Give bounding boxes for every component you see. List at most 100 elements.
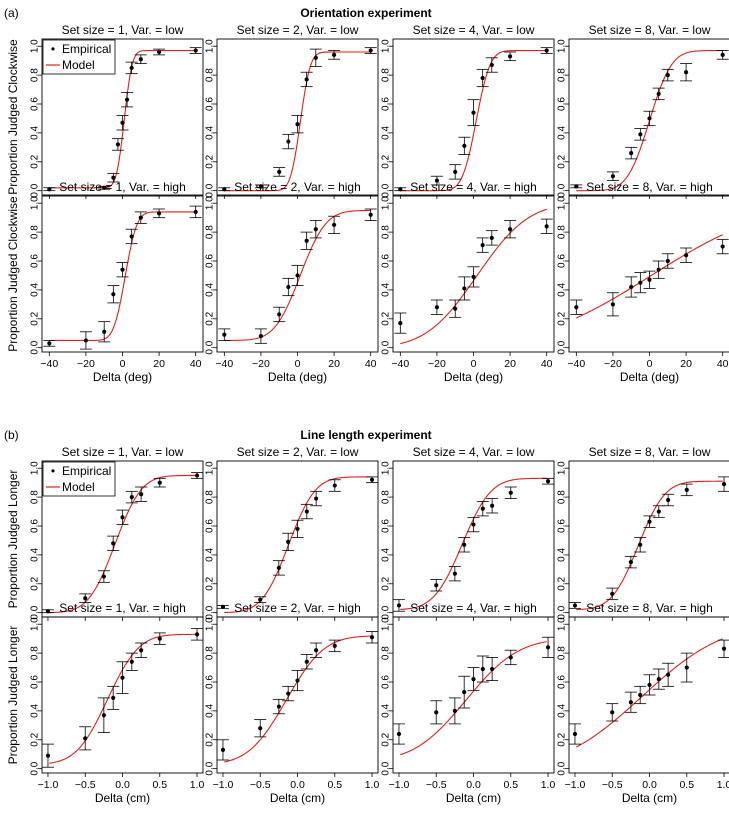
plot-frame [392, 616, 555, 774]
data-point [434, 178, 440, 183]
y-tick-label: 1.0 [381, 461, 392, 475]
data-point [507, 54, 513, 59]
data-point [647, 277, 652, 282]
data-point [313, 55, 318, 60]
y-tick-label: 1.0 [205, 461, 216, 475]
model-curve [49, 633, 196, 764]
data-point [398, 187, 403, 192]
y-tick-label: 0.8 [205, 490, 216, 504]
data-point [286, 284, 291, 290]
panel-1-2: Set size = 4, Var. = low 0.0 0.2 0.4 0.6 0.8 1… [381, 445, 555, 621]
y-tick-label: 0.6 [30, 675, 41, 689]
data-point [129, 65, 134, 70]
y-tick-label: 0.2 [557, 154, 568, 168]
y-tick-label: 0.4 [557, 704, 568, 718]
data-point [138, 57, 143, 62]
y-tick-label: 1.0 [381, 39, 392, 53]
data-point [220, 604, 226, 609]
y-axis-label: Proportion Judged Longer [6, 470, 20, 609]
x-tick-label: −20 [428, 358, 446, 370]
chart-section-1: Set size = 1, Var. = low 0.0 0.2 0.4 0.6 0.8 1… [6, 445, 729, 805]
data-point [111, 175, 116, 180]
data-point [471, 677, 476, 682]
legend: • Empirical Model [42, 461, 116, 497]
x-tick-label: 40 [365, 358, 377, 370]
data-point [656, 267, 661, 272]
y-tick-label: 0.0 [30, 340, 41, 354]
x-tick-label: −0.5 [250, 779, 271, 791]
data-point [628, 560, 633, 565]
x-axis-label: Delta (cm) [622, 791, 677, 805]
x-tick-label: 1.0 [541, 779, 556, 791]
data-point [45, 753, 51, 758]
panel-0-4: Set size = 1, Var. = high 0.0 0.2 0.4 0.6 0.8… [6, 180, 204, 384]
data-point [332, 483, 337, 488]
data-point [193, 48, 198, 53]
data-point [490, 503, 495, 508]
panel-title: Set size = 1, Var. = high [59, 601, 186, 615]
x-tick-label: 20 [153, 358, 165, 370]
data-point [462, 542, 467, 547]
x-tick-label: −0.5 [602, 779, 623, 791]
panel-0-1: Set size = 2, Var. = low 0.0 0.2 0.4 0.6 0.8 1… [205, 23, 379, 199]
data-point [720, 244, 725, 249]
section-b-label: (b) [4, 428, 19, 442]
x-axis-label: Delta (deg) [444, 370, 503, 384]
data-point [452, 708, 457, 713]
x-tick-label: 0.5 [152, 779, 167, 791]
data-point [45, 609, 51, 614]
legend-empirical-marker: • [51, 42, 55, 56]
legend: • Empirical Model [42, 39, 116, 75]
data-point [665, 258, 670, 264]
y-tick-label: 0.4 [557, 548, 568, 562]
panel-0-5: Set size = 2, Var. = high 0.0 0.2 0.4 0.6 0.8… [205, 180, 379, 384]
data-point [462, 286, 467, 291]
y-tick-label: 0.4 [205, 548, 216, 562]
x-tick-label: −1.0 [565, 779, 586, 791]
model-curve [49, 211, 196, 341]
x-tick-label: −40 [391, 358, 409, 370]
data-point [111, 541, 116, 546]
data-point [277, 169, 282, 174]
data-point [129, 659, 134, 664]
data-point [101, 713, 106, 718]
data-point [120, 120, 125, 125]
data-point [721, 646, 727, 651]
y-tick-label: 0.0 [205, 761, 216, 775]
model-curve [224, 635, 371, 763]
x-tick-label: 40 [190, 358, 202, 370]
legend-model-label: Model [62, 58, 95, 72]
data-point [508, 490, 513, 495]
data-point [471, 522, 476, 527]
data-point [720, 52, 725, 57]
data-point [544, 224, 549, 229]
y-tick-label: 0.4 [381, 126, 392, 140]
x-tick-label: −1.0 [38, 779, 59, 791]
y-tick-label: 0.2 [30, 732, 41, 746]
x-tick-label: −0.5 [426, 779, 447, 791]
y-tick-label: 1.0 [30, 196, 41, 210]
data-point [194, 473, 200, 478]
data-point [83, 338, 89, 343]
data-point [101, 574, 106, 579]
panel-0-0: Set size = 1, Var. = low 0.0 0.2 0.4 0.6 0.8 1… [6, 23, 204, 199]
plot-frame [216, 616, 379, 774]
y-tick-label: 0.0 [557, 761, 568, 775]
line-length-experiment-section: (b) Line length experiment [4, 428, 432, 442]
x-tick-label: 1.0 [717, 779, 729, 791]
y-tick-label: 0.0 [557, 183, 568, 197]
y-tick-label: 0.4 [30, 126, 41, 140]
data-point [286, 691, 291, 696]
data-point [398, 321, 403, 326]
data-point [683, 253, 689, 258]
y-tick-label: 0.6 [205, 519, 216, 533]
y-tick-label: 0.0 [557, 340, 568, 354]
section-a-label: (a) [4, 6, 19, 20]
data-point [156, 49, 162, 55]
y-tick-label: 0.6 [205, 675, 216, 689]
x-tick-label: 0 [471, 358, 477, 370]
data-point [276, 704, 281, 709]
y-tick-label: 0.0 [205, 605, 216, 619]
panel-title: Set size = 2, Var. = high [234, 601, 361, 615]
data-point [83, 736, 88, 741]
